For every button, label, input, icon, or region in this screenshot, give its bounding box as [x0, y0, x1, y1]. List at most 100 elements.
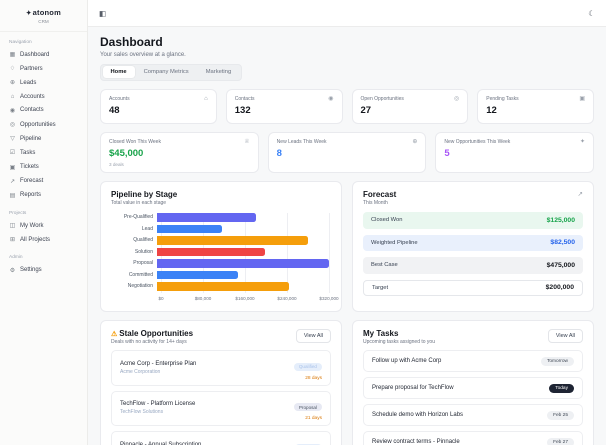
- theme-toggle-icon[interactable]: ☾: [588, 8, 595, 18]
- sidebar-item[interactable]: ↗ Forecast: [0, 174, 87, 188]
- stale-opportunity-row[interactable]: Pinnacle - Annual Subscription Pinnacle …: [111, 431, 331, 445]
- due-date-pill: Today: [549, 383, 574, 393]
- sidebar-item[interactable]: ⊕ Leads: [0, 76, 87, 90]
- contacts-icon: ◉: [9, 107, 16, 114]
- task-row[interactable]: Prepare proposal for TechFlow Today: [363, 377, 583, 399]
- task-row[interactable]: Review contract terms - Pinnacle Feb 27: [363, 431, 583, 445]
- sidebar-item[interactable]: ▣ Tickets: [0, 160, 87, 174]
- tab[interactable]: Company Metrics: [143, 69, 189, 75]
- sidebar-toggle-icon[interactable]: ◧: [99, 8, 107, 18]
- forecast-row: Target $200,000: [363, 279, 583, 296]
- pipeline-ticks: $0 $80,000 $160,000 $240,000 $320,000: [158, 294, 338, 303]
- task-label: Prepare proposal for TechFlow: [372, 385, 454, 391]
- sidebar-admin-list: ⚙ Settings: [0, 263, 87, 277]
- brand-name: atonom: [32, 8, 61, 17]
- forecast-row-value: $82,500: [550, 239, 575, 247]
- highlight-label: New Leads This Week: [276, 138, 327, 145]
- kpi-value: 132: [234, 105, 251, 116]
- chart-track: [157, 213, 329, 222]
- chart-category-label: Committed: [128, 271, 153, 278]
- sidebar-item-label: Partners: [20, 65, 43, 72]
- partners-icon: ♢: [9, 66, 16, 73]
- forecast-icon: ↗: [9, 178, 16, 185]
- kpi-label: Pending Tasks: [486, 95, 519, 102]
- sidebar-item[interactable]: ♢ Partners: [0, 62, 87, 76]
- forecast-row-label: Closed Won: [371, 217, 403, 224]
- sidebar-item[interactable]: ◫ My Work: [0, 219, 87, 233]
- chart-track: [157, 236, 329, 245]
- stale-view-all-button[interactable]: View All: [295, 328, 331, 343]
- brand-sub: CRM: [38, 18, 49, 24]
- pipeline-subtitle: Total value in each stage: [111, 200, 167, 206]
- tasks-subtitle: Upcoming tasks assigned to you: [363, 339, 435, 345]
- leads-icon: ⊕: [9, 80, 16, 87]
- sidebar-item[interactable]: ⚙ Settings: [0, 263, 87, 277]
- pipeline-rows: Pre-Qualified Lead Qualified Solution Propos…: [111, 213, 331, 291]
- kpi-label: Open Opportunities: [360, 95, 404, 102]
- forecast-rows: Closed Won $125,000 Weighted Pipeline $8…: [363, 212, 583, 296]
- forecast-row-label: Weighted Pipeline: [371, 239, 418, 246]
- due-date-pill: Feb 25: [547, 410, 574, 420]
- tab[interactable]: Home: [102, 66, 135, 78]
- chart-track: [157, 224, 329, 233]
- sidebar-section-navigation: Navigation: [9, 39, 32, 45]
- sidebar-item[interactable]: ◉ Contacts: [0, 103, 87, 117]
- reports-icon: ▤: [9, 192, 16, 199]
- settings-icon: ⚙: [9, 267, 16, 274]
- task-label: Schedule demo with Horizon Labs: [372, 412, 464, 418]
- brand-mark-icon: ✦: [26, 10, 32, 17]
- stale-opportunity-row[interactable]: TechFlow - Platform License TechFlow Sol…: [111, 390, 331, 426]
- pipeline-title: Pipeline by Stage: [111, 189, 178, 199]
- chart-tick-label: $80,000: [194, 295, 212, 301]
- middle-row: Pipeline by Stage Total value in each st…: [100, 180, 594, 312]
- accounts-icon: ⌂: [10, 93, 15, 100]
- days-inactive: 21 days: [305, 416, 322, 421]
- tasks-view-all-button[interactable]: View All: [547, 328, 583, 343]
- bottom-row: ⚠ Stale Opportunities Deals with no activ…: [100, 319, 594, 445]
- stale-opportunity-row[interactable]: Acme Corp - Enterprise Plan Acme Corpora…: [111, 350, 331, 386]
- sidebar-item-label: Pipeline: [20, 135, 42, 142]
- task-row[interactable]: Schedule demo with Horizon Labs Feb 25: [363, 404, 583, 426]
- sidebar-item-label: Contacts: [20, 107, 44, 114]
- days-inactive: 28 days: [305, 375, 322, 381]
- chart-category-label: Proposal: [133, 260, 153, 267]
- chart-bar: [157, 282, 289, 291]
- stale-title: Stale Opportunities: [119, 328, 194, 338]
- sidebar-item[interactable]: ◎ Opportunities: [0, 117, 87, 131]
- chart-track: [157, 270, 329, 279]
- chart-bar: [157, 259, 329, 268]
- sidebar-item[interactable]: ▦ Dashboard: [0, 48, 87, 62]
- building-icon: ⌂: [204, 95, 208, 102]
- chart-track: [157, 247, 329, 256]
- my-work-icon: ◫: [9, 223, 16, 230]
- sidebar-item[interactable]: ☑ Tasks: [0, 146, 87, 160]
- dashboard-tabs: Home Company Metrics Marketing: [100, 63, 242, 81]
- sidebar-item[interactable]: ⌂ Accounts: [0, 90, 87, 103]
- sidebar-item[interactable]: ⊞ All Projects: [0, 233, 87, 247]
- opportunities-icon: ◎: [9, 122, 16, 129]
- sidebar-item[interactable]: ▽ Pipeline: [0, 132, 87, 146]
- tasks-icon: ☑: [9, 150, 16, 157]
- task-row[interactable]: Follow up with Acme Corp Tomorrow: [363, 350, 583, 372]
- forecast-row-value: $200,000: [545, 284, 574, 292]
- stage-badge: Solution: [295, 443, 322, 445]
- pipeline-icon: ▽: [10, 136, 15, 143]
- tab[interactable]: Marketing: [205, 69, 232, 75]
- trending-up-icon: ↗: [577, 190, 583, 198]
- brand-logo: ✦atonom CRM: [0, 0, 87, 32]
- chart-category-label: Lead: [141, 225, 153, 232]
- sidebar-item[interactable]: ▤ Reports: [0, 188, 87, 202]
- sparkle-icon: ✦: [579, 138, 586, 145]
- chart-bar: [157, 236, 308, 245]
- main-column: ◧ ☾ Dashboard Your sales overview at a g…: [88, 0, 606, 445]
- forecast-row: Closed Won $125,000: [363, 212, 583, 229]
- task-label: Review contract terms - Pinnacle: [372, 439, 460, 445]
- chart-bar: [157, 247, 265, 256]
- sidebar-item-label: Tasks: [20, 149, 36, 156]
- highlight-subtext: 3 deals: [109, 161, 124, 167]
- kpi-card: Accounts ⌂ 48: [100, 88, 217, 124]
- warning-icon: ⚠: [111, 330, 118, 338]
- sidebar-item-label: Reports: [20, 192, 42, 199]
- target-icon: ◎: [454, 95, 460, 102]
- all-projects-icon: ⊞: [9, 237, 16, 244]
